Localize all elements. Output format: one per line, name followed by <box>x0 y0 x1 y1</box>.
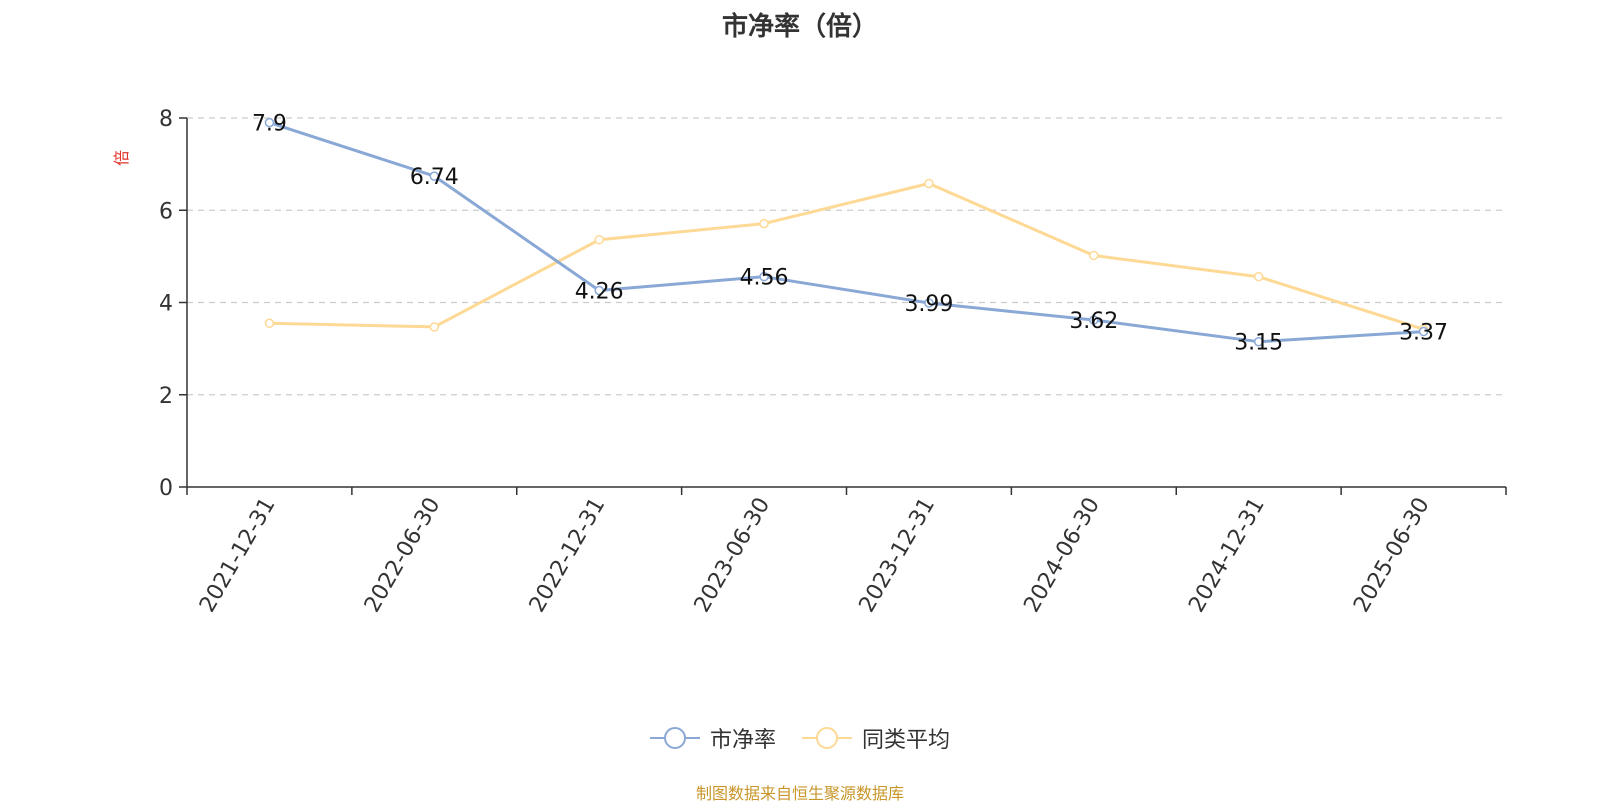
series-point-0[interactable] <box>759 271 769 282</box>
x-tick-label: 2023-12-31 <box>855 494 941 617</box>
series-point-0[interactable] <box>1089 315 1099 325</box>
axes: 0 2 4 6 8 2021-12-31 2022-06-30 2022-12-31 2023-… <box>112 107 1507 617</box>
data-label: 3.15 <box>1234 331 1283 356</box>
legend: 市净率 同类平均 <box>0 722 1600 754</box>
x-tick-label: 2022-06-30 <box>360 494 446 617</box>
source-note: 制图数据来自恒生聚源数据库 <box>695 784 904 803</box>
series-point-0[interactable] <box>924 298 934 308</box>
series-point-1[interactable] <box>429 322 440 332</box>
x-tick-label: 2024-12-31 <box>1184 494 1270 617</box>
x-tick-label: 2025-06-30 <box>1349 494 1435 617</box>
series-line-1 <box>269 182 1425 331</box>
series-point-1[interactable] <box>594 235 604 245</box>
x-tick-label: 2024-06-30 <box>1019 494 1105 617</box>
series-point-0[interactable] <box>1418 326 1429 337</box>
data-label: 3.99 <box>904 292 953 317</box>
series-point-1[interactable] <box>264 318 275 329</box>
y-axis-label: 倍 <box>112 150 131 166</box>
legend-label-pb: 市净率 <box>709 728 776 753</box>
chart-title: 市净率（倍） <box>721 12 878 42</box>
y-tick-label: 6 <box>159 199 173 224</box>
legend-label-peer-average: 同类平均 <box>862 728 951 753</box>
data-label: 7.9 <box>252 112 287 137</box>
x-tick-label: 2023-06-30 <box>690 494 776 617</box>
legend-item-pb[interactable]: 市净率 <box>649 722 776 754</box>
data-labels: 7.9 6.74 4.26 4.56 3.99 3.62 3.15 3.37 <box>252 112 1448 356</box>
legend-line-circle-icon <box>802 727 852 749</box>
series-lines <box>264 117 1429 347</box>
y-tick-label: 2 <box>159 384 173 409</box>
series-point-1[interactable] <box>1089 250 1099 261</box>
series-point-1[interactable] <box>759 218 769 229</box>
data-label: 4.56 <box>740 266 789 291</box>
series-point-1[interactable] <box>924 178 934 189</box>
legend-item-peer-average[interactable]: 同类平均 <box>802 722 950 754</box>
data-label: 4.26 <box>575 280 624 305</box>
y-tick-label: 0 <box>159 476 173 501</box>
series-point-0[interactable] <box>1253 336 1264 347</box>
data-label: 6.74 <box>410 165 459 190</box>
series-point-0[interactable] <box>264 117 275 128</box>
y-tick-label: 8 <box>159 107 173 132</box>
series-point-0[interactable] <box>594 285 604 296</box>
data-label: 3.37 <box>1399 321 1448 346</box>
series-point-1[interactable] <box>1253 271 1264 282</box>
legend-line-circle-icon <box>649 727 700 749</box>
x-tick-label: 2022-12-31 <box>525 494 611 617</box>
series-point-0[interactable] <box>429 171 440 181</box>
data-label: 3.62 <box>1069 309 1118 334</box>
series-line-0 <box>268 121 1424 344</box>
y-tick-label: 4 <box>159 292 173 317</box>
x-tick-label: 2021-12-31 <box>195 494 281 617</box>
